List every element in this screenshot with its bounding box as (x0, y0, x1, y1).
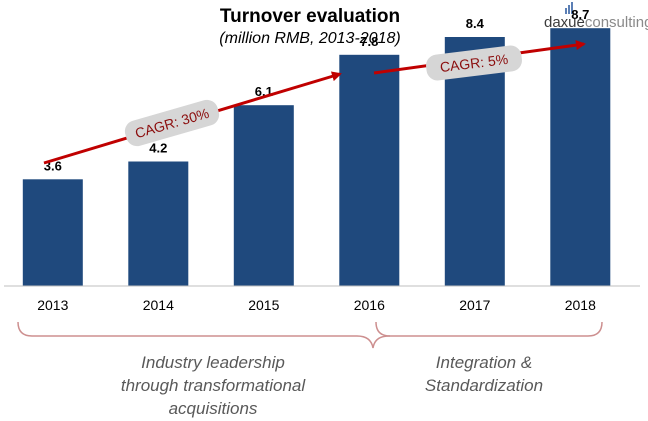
cagr-annotation-1: CAGR: 30% (43, 71, 342, 165)
data-label-2016: 7.8 (360, 34, 378, 49)
period-2-label-line-2: Standardization (425, 376, 543, 395)
period-1-label-line-3: acquisitions (169, 399, 258, 418)
chart-subtitle: (million RMB, 2013-2018) (219, 30, 400, 47)
bar-2013 (22, 179, 83, 286)
data-label-2017: 8.4 (466, 16, 485, 31)
x-tick-2018: 2018 (565, 297, 596, 313)
period-1-label-line-2: through transformational (121, 376, 306, 395)
x-tick-labels-layer: 2013 2014 2015 2016 2017 2018 (37, 297, 596, 313)
bar-2017 (444, 37, 505, 286)
chart-title: Turnover evaluation (220, 6, 400, 27)
period-bracket-1 (17, 321, 390, 349)
bar-2015 (233, 105, 294, 286)
bar-2014 (128, 161, 189, 286)
cagr-annotation-2: CAGR: 5% (373, 40, 586, 81)
brand-name-part1: daxue (544, 14, 585, 31)
data-label-2018: 8.7 (571, 7, 589, 22)
x-tick-2013: 2013 (37, 297, 68, 313)
data-label-2014: 4.2 (149, 141, 167, 156)
bar-2018 (550, 28, 611, 286)
logo-bars-icon (565, 2, 573, 14)
x-tick-2015: 2015 (248, 297, 279, 313)
bars-layer (22, 28, 611, 286)
period-2-label-line-1: Integration & (436, 353, 532, 372)
x-tick-2014: 2014 (143, 297, 174, 313)
x-tick-2017: 2017 (459, 297, 490, 313)
brand-logo: daxueconsulting (544, 2, 648, 31)
x-tick-2016: 2016 (354, 297, 385, 313)
brand-name-part2: consulting (585, 14, 648, 31)
cagr-box-1 (124, 99, 220, 147)
period-1-label-line-1: Industry leadership (141, 353, 285, 372)
brand-name: daxueconsulting (544, 14, 648, 31)
period-bracket-2 (375, 321, 603, 337)
bar-2016 (339, 54, 400, 286)
cagr-box-2 (426, 45, 522, 81)
